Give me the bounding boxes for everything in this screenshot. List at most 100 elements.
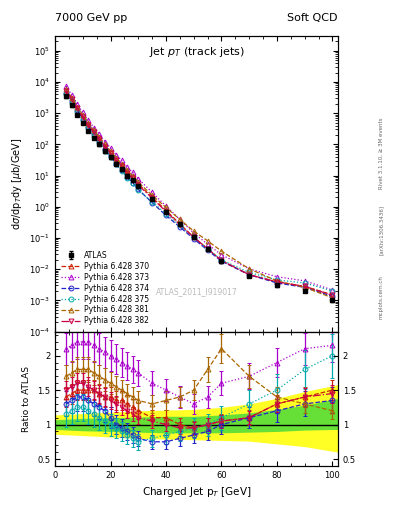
Pythia 6.428 373 xyxy=(86,117,91,123)
Pythia 6.428 374 xyxy=(103,146,107,152)
Pythia 6.428 375 xyxy=(275,277,279,283)
Pythia 6.428 381 xyxy=(86,120,91,126)
Pythia 6.428 381 xyxy=(64,86,68,92)
Pythia 6.428 370 xyxy=(119,162,124,168)
Pythia 6.428 374 xyxy=(191,236,196,242)
Pythia 6.428 373 xyxy=(125,164,130,170)
Pythia 6.428 375 xyxy=(330,288,335,294)
Text: Soft QCD: Soft QCD xyxy=(288,13,338,23)
Pythia 6.428 373 xyxy=(64,83,68,89)
Pythia 6.428 374 xyxy=(178,224,182,230)
Pythia 6.428 382 xyxy=(191,234,196,241)
Pythia 6.428 375 xyxy=(163,210,168,217)
Pythia 6.428 381 xyxy=(125,167,130,174)
Pythia 6.428 374 xyxy=(136,186,141,193)
Pythia 6.428 370 xyxy=(114,157,118,163)
Pythia 6.428 381 xyxy=(191,228,196,234)
Pythia 6.428 381 xyxy=(69,95,74,101)
Pythia 6.428 382 xyxy=(163,208,168,215)
Line: Pythia 6.428 375: Pythia 6.428 375 xyxy=(64,92,335,293)
Pythia 6.428 375 xyxy=(247,269,252,275)
Pythia 6.428 374 xyxy=(81,115,85,121)
Pythia 6.428 381 xyxy=(219,248,224,254)
Pythia 6.428 375 xyxy=(114,161,118,167)
Pythia 6.428 374 xyxy=(219,258,224,264)
Pythia 6.428 382 xyxy=(81,114,85,120)
Line: Pythia 6.428 382: Pythia 6.428 382 xyxy=(64,88,335,297)
Text: [arXiv:1306.3436]: [arXiv:1306.3436] xyxy=(379,205,384,255)
Pythia 6.428 382 xyxy=(247,272,252,278)
Pythia 6.428 381 xyxy=(205,238,210,244)
Pythia 6.428 374 xyxy=(97,138,102,144)
Pythia 6.428 382 xyxy=(86,122,91,128)
Line: Pythia 6.428 381: Pythia 6.428 381 xyxy=(64,87,335,300)
X-axis label: Charged Jet p$_T$ [GeV]: Charged Jet p$_T$ [GeV] xyxy=(142,485,251,499)
Pythia 6.428 375 xyxy=(150,199,154,205)
Pythia 6.428 375 xyxy=(97,140,102,146)
Pythia 6.428 374 xyxy=(64,90,68,96)
Line: Pythia 6.428 373: Pythia 6.428 373 xyxy=(64,83,335,292)
Pythia 6.428 375 xyxy=(103,147,107,154)
Pythia 6.428 370 xyxy=(108,150,113,156)
Pythia 6.428 370 xyxy=(103,143,107,150)
Line: Pythia 6.428 374: Pythia 6.428 374 xyxy=(64,90,335,298)
Pythia 6.428 370 xyxy=(130,174,135,180)
Pythia 6.428 381 xyxy=(97,134,102,140)
Pythia 6.428 375 xyxy=(178,222,182,228)
Pythia 6.428 373 xyxy=(130,169,135,176)
Pythia 6.428 375 xyxy=(64,91,68,97)
Pythia 6.428 381 xyxy=(92,127,96,134)
Pythia 6.428 370 xyxy=(163,207,168,214)
Pythia 6.428 374 xyxy=(247,272,252,278)
Pythia 6.428 373 xyxy=(136,176,141,182)
Pythia 6.428 370 xyxy=(219,258,224,264)
Pythia 6.428 373 xyxy=(302,278,307,284)
Pythia 6.428 375 xyxy=(219,257,224,263)
Pythia 6.428 370 xyxy=(86,122,91,129)
Pythia 6.428 382 xyxy=(114,157,118,163)
Pythia 6.428 375 xyxy=(130,180,135,186)
Pythia 6.428 382 xyxy=(205,246,210,252)
Pythia 6.428 375 xyxy=(205,246,210,252)
Legend: ATLAS, Pythia 6.428 370, Pythia 6.428 373, Pythia 6.428 374, Pythia 6.428 375, P: ATLAS, Pythia 6.428 370, Pythia 6.428 37… xyxy=(59,249,151,328)
Pythia 6.428 374 xyxy=(205,247,210,253)
Text: Jet $p_T$ (track jets): Jet $p_T$ (track jets) xyxy=(149,45,244,59)
Pythia 6.428 370 xyxy=(302,283,307,289)
Pythia 6.428 382 xyxy=(178,222,182,228)
Pythia 6.428 381 xyxy=(119,161,124,167)
Pythia 6.428 375 xyxy=(75,109,79,115)
Pythia 6.428 370 xyxy=(150,195,154,201)
Pythia 6.428 382 xyxy=(75,105,79,111)
Pythia 6.428 381 xyxy=(247,266,252,272)
Pythia 6.428 381 xyxy=(150,192,154,198)
Pythia 6.428 373 xyxy=(103,138,107,144)
Pythia 6.428 375 xyxy=(302,280,307,286)
Pythia 6.428 373 xyxy=(191,230,196,236)
Pythia 6.428 382 xyxy=(119,163,124,169)
Pythia 6.428 370 xyxy=(136,181,141,187)
Pythia 6.428 370 xyxy=(275,279,279,285)
Pythia 6.428 373 xyxy=(97,131,102,137)
Pythia 6.428 381 xyxy=(330,295,335,301)
Pythia 6.428 381 xyxy=(81,112,85,118)
Pythia 6.428 374 xyxy=(330,293,335,300)
Pythia 6.428 375 xyxy=(191,234,196,241)
Pythia 6.428 381 xyxy=(75,103,79,110)
Pythia 6.428 381 xyxy=(178,217,182,223)
Pythia 6.428 375 xyxy=(136,187,141,194)
Pythia 6.428 370 xyxy=(92,130,96,136)
Pythia 6.428 374 xyxy=(302,284,307,290)
Pythia 6.428 373 xyxy=(163,203,168,209)
Pythia 6.428 382 xyxy=(125,170,130,176)
Text: ATLAS_2011_I919017: ATLAS_2011_I919017 xyxy=(156,287,237,296)
Pythia 6.428 375 xyxy=(92,133,96,139)
Pythia 6.428 370 xyxy=(75,106,79,112)
Pythia 6.428 374 xyxy=(150,200,154,206)
Pythia 6.428 373 xyxy=(92,124,96,131)
Pythia 6.428 381 xyxy=(103,141,107,147)
Pythia 6.428 375 xyxy=(81,117,85,123)
Pythia 6.428 373 xyxy=(178,217,182,223)
Pythia 6.428 370 xyxy=(97,136,102,142)
Pythia 6.428 370 xyxy=(64,89,68,95)
Pythia 6.428 375 xyxy=(86,125,91,132)
